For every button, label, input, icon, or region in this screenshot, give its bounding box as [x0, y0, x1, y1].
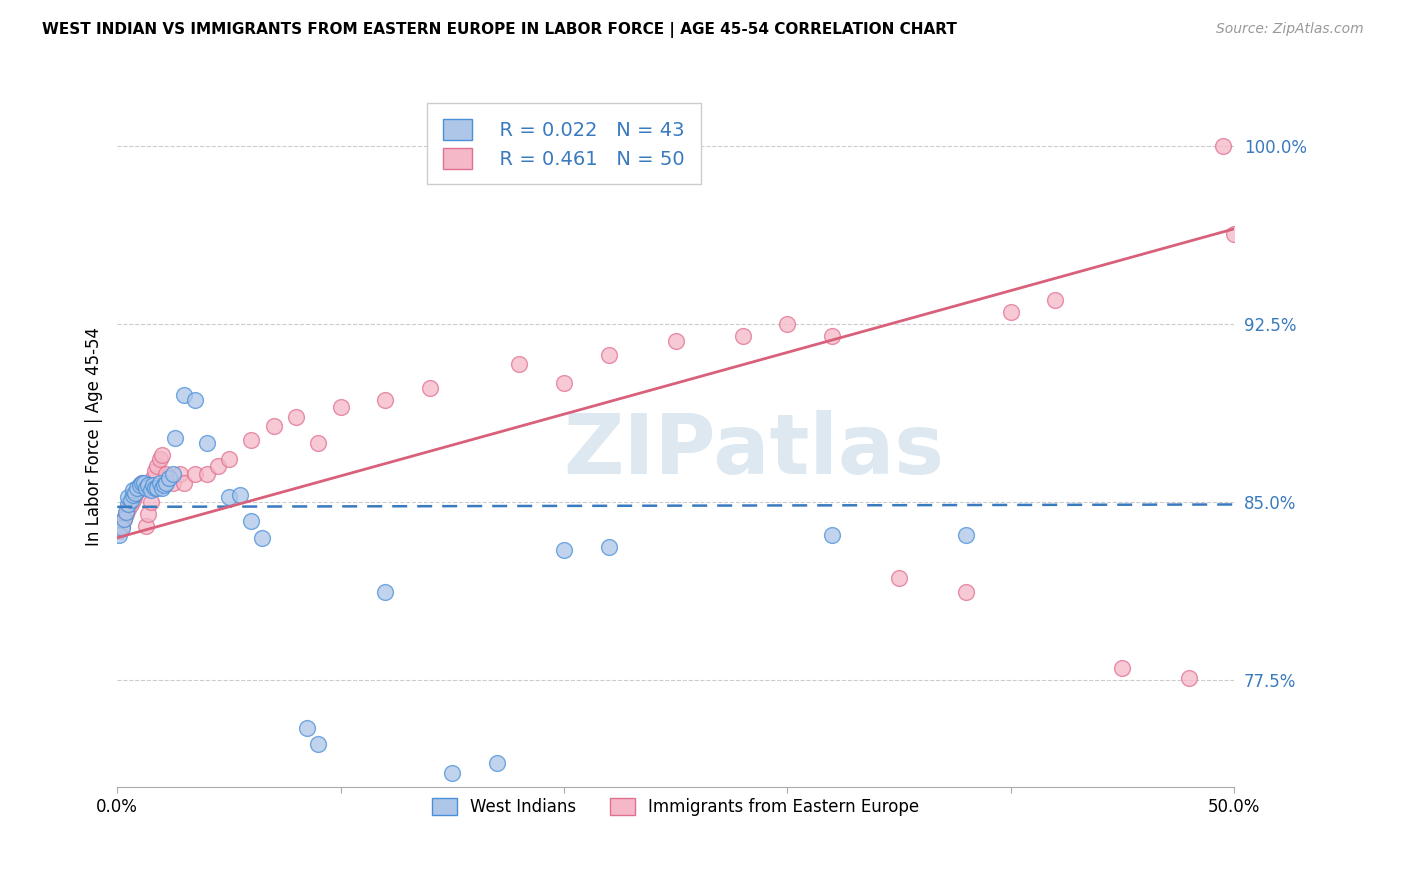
Point	[112, 512, 135, 526]
Point	[419, 381, 441, 395]
Point	[132, 476, 155, 491]
Point	[143, 481, 166, 495]
Point	[169, 467, 191, 481]
Y-axis label: In Labor Force | Age 45-54: In Labor Force | Age 45-54	[86, 327, 103, 546]
Point	[485, 756, 508, 771]
Point	[108, 528, 131, 542]
Point	[1223, 227, 1246, 241]
Point	[149, 476, 172, 491]
Point	[252, 531, 274, 545]
Point	[117, 491, 139, 505]
Point	[955, 585, 977, 599]
Point	[307, 435, 329, 450]
Point	[218, 491, 240, 505]
Point	[115, 507, 138, 521]
Point	[111, 521, 134, 535]
Point	[127, 481, 149, 495]
Point	[139, 495, 162, 509]
Point	[112, 512, 135, 526]
Point	[124, 485, 146, 500]
Point	[146, 459, 169, 474]
Point	[173, 476, 195, 491]
Point	[132, 478, 155, 492]
Point	[157, 471, 180, 485]
Point	[195, 435, 218, 450]
Point	[127, 483, 149, 498]
Point	[146, 481, 169, 495]
Point	[111, 519, 134, 533]
Point	[218, 452, 240, 467]
Point	[155, 467, 177, 481]
Point	[229, 488, 252, 502]
Point	[128, 478, 150, 492]
Point	[664, 334, 686, 348]
Text: WEST INDIAN VS IMMIGRANTS FROM EASTERN EUROPE IN LABOR FORCE | AGE 45-54 CORRELA: WEST INDIAN VS IMMIGRANTS FROM EASTERN E…	[42, 22, 957, 38]
Point	[124, 488, 146, 502]
Point	[295, 721, 318, 735]
Point	[115, 505, 138, 519]
Point	[138, 478, 160, 492]
Point	[121, 488, 143, 502]
Text: ZIPatlas: ZIPatlas	[564, 410, 945, 491]
Point	[508, 357, 530, 371]
Point	[1178, 671, 1201, 685]
Point	[553, 376, 575, 391]
Point	[821, 528, 844, 542]
Point	[374, 392, 396, 407]
Point	[284, 409, 307, 424]
Point	[173, 388, 195, 402]
Point	[117, 498, 139, 512]
Point	[108, 524, 131, 538]
Point	[184, 467, 207, 481]
Point	[162, 476, 184, 491]
Point	[821, 328, 844, 343]
Point	[142, 478, 165, 492]
Point	[553, 542, 575, 557]
Point	[121, 492, 143, 507]
Point	[1212, 138, 1234, 153]
Point	[135, 481, 157, 495]
Point	[143, 464, 166, 478]
Point	[128, 478, 150, 492]
Point	[263, 419, 285, 434]
Point	[240, 434, 263, 448]
Point	[329, 400, 352, 414]
Point	[149, 452, 172, 467]
Point	[195, 467, 218, 481]
Point	[240, 514, 263, 528]
Point	[153, 478, 176, 492]
Point	[955, 528, 977, 542]
Point	[887, 571, 910, 585]
Text: Source: ZipAtlas.com: Source: ZipAtlas.com	[1216, 22, 1364, 37]
Point	[150, 481, 173, 495]
Point	[131, 476, 153, 491]
Point	[131, 476, 153, 491]
Point	[138, 507, 160, 521]
Point	[731, 328, 754, 343]
Point	[598, 540, 620, 554]
Point	[121, 483, 143, 498]
Point	[207, 459, 229, 474]
Point	[117, 502, 139, 516]
Legend: West Indians, Immigrants from Eastern Europe: West Indians, Immigrants from Eastern Eu…	[423, 789, 928, 824]
Point	[155, 476, 177, 491]
Point	[1111, 661, 1133, 675]
Point	[441, 765, 464, 780]
Point	[165, 431, 187, 445]
Point	[307, 738, 329, 752]
Point	[135, 519, 157, 533]
Point	[374, 585, 396, 599]
Point	[162, 467, 184, 481]
Point	[598, 348, 620, 362]
Point	[776, 317, 799, 331]
Point	[120, 498, 142, 512]
Point	[1000, 305, 1022, 319]
Point	[184, 392, 207, 407]
Point	[1045, 293, 1067, 308]
Point	[120, 492, 142, 507]
Point	[150, 448, 173, 462]
Point	[142, 471, 165, 485]
Point	[139, 483, 162, 498]
